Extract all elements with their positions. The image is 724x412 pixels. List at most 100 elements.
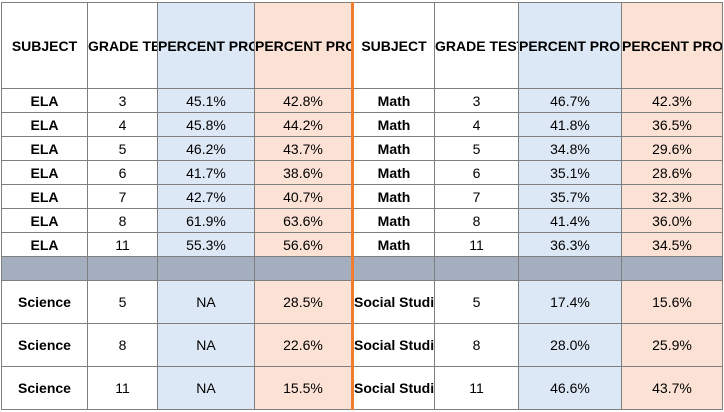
header-pct-2020-21-right: PERCENT PROFICIENT OR ABOVE 2020-21 — [621, 2, 723, 89]
pct-2020-21-left-cell: 44.2% — [254, 112, 354, 137]
pct-2020-21-right-cell: 29.6% — [621, 136, 723, 161]
grade-right-cell: 4 — [434, 112, 519, 137]
subject-left-cell: ELA — [1, 112, 88, 137]
pct-2018-19-right-cell: 17.4% — [518, 280, 622, 324]
header-grade-left: GRADE TESTED — [87, 2, 158, 89]
grade-left-cell: 3 — [87, 88, 158, 113]
grade-left-cell: 5 — [87, 136, 158, 161]
subject-left-cell: Science — [1, 366, 88, 410]
subject-right-cell: Math — [352, 232, 435, 257]
subject-right-cell: Math — [352, 160, 435, 185]
subject-left-cell: ELA — [1, 208, 88, 233]
subject-right-cell: Social Studies — [352, 366, 435, 410]
grade-right-cell: 6 — [434, 160, 519, 185]
pct-2018-19-right-cell: 41.4% — [518, 208, 622, 233]
subject-right-cell: Math — [352, 88, 435, 113]
pct-2018-19-left-cell: NA — [157, 366, 255, 410]
separator-cell — [1, 256, 88, 281]
pct-2020-21-right-cell: 36.0% — [621, 208, 723, 233]
pct-2020-21-right-cell: 25.9% — [621, 323, 723, 367]
grade-left-cell: 4 — [87, 112, 158, 137]
pct-2020-21-left-cell: 38.6% — [254, 160, 354, 185]
separator-cell — [87, 256, 158, 281]
pct-2020-21-left-cell: 40.7% — [254, 184, 354, 209]
pct-2020-21-left-cell: 22.6% — [254, 323, 354, 367]
pct-2018-19-right-cell: 46.6% — [518, 366, 622, 410]
pct-2018-19-right-cell: 41.8% — [518, 112, 622, 137]
pct-2018-19-right-cell: 28.0% — [518, 323, 622, 367]
grade-right-cell: 3 — [434, 88, 519, 113]
pct-2018-19-left-cell: 55.3% — [157, 232, 255, 257]
pct-2018-19-left-cell: 61.9% — [157, 208, 255, 233]
pct-2018-19-right-cell: 34.8% — [518, 136, 622, 161]
table-row: ELA 4 45.8% 44.2% Math 4 41.8% 36.5% — [1, 112, 723, 137]
grade-left-cell: 7 — [87, 184, 158, 209]
separator-cell — [434, 256, 519, 281]
grade-left-cell: 11 — [87, 232, 158, 257]
separator-cell — [621, 256, 723, 281]
pct-2018-19-right-cell: 35.7% — [518, 184, 622, 209]
grade-right-cell: 11 — [434, 366, 519, 410]
pct-2020-21-right-cell: 15.6% — [621, 280, 723, 324]
pct-2018-19-left-cell: 45.8% — [157, 112, 255, 137]
grade-right-cell: 8 — [434, 323, 519, 367]
pct-2020-21-left-cell: 56.6% — [254, 232, 354, 257]
pct-2020-21-right-cell: 36.5% — [621, 112, 723, 137]
pct-2018-19-left-cell: 45.1% — [157, 88, 255, 113]
subject-left-cell: ELA — [1, 232, 88, 257]
separator-row — [1, 256, 723, 281]
pct-2020-21-right-cell: 34.5% — [621, 232, 723, 257]
pct-2020-21-right-cell: 42.3% — [621, 88, 723, 113]
header-grade-right: GRADE TESTED — [434, 2, 519, 89]
pct-2020-21-left-cell: 43.7% — [254, 136, 354, 161]
table-row: ELA 11 55.3% 56.6% Math 11 36.3% 34.5% — [1, 232, 723, 257]
subject-right-cell: Social Studies — [352, 280, 435, 324]
separator-cell — [157, 256, 255, 281]
grade-left-cell: 6 — [87, 160, 158, 185]
pct-2020-21-left-cell: 42.8% — [254, 88, 354, 113]
grade-right-cell: 5 — [434, 280, 519, 324]
pct-2018-19-left-cell: NA — [157, 280, 255, 324]
grade-right-cell: 11 — [434, 232, 519, 257]
pct-2018-19-left-cell: 46.2% — [157, 136, 255, 161]
pct-2018-19-left-cell: 41.7% — [157, 160, 255, 185]
pct-2020-21-right-cell: 32.3% — [621, 184, 723, 209]
pct-2018-19-left-cell: NA — [157, 323, 255, 367]
pct-2018-19-right-cell: 46.7% — [518, 88, 622, 113]
subject-left-cell: ELA — [1, 160, 88, 185]
pct-2018-19-right-cell: 36.3% — [518, 232, 622, 257]
pct-2020-21-right-cell: 43.7% — [621, 366, 723, 410]
subject-right-cell: Math — [352, 208, 435, 233]
pct-2020-21-right-cell: 28.6% — [621, 160, 723, 185]
subject-left-cell: Science — [1, 280, 88, 324]
separator-cell — [254, 256, 354, 281]
subject-left-cell: ELA — [1, 184, 88, 209]
subject-right-cell: Math — [352, 184, 435, 209]
subject-right-cell: Math — [352, 136, 435, 161]
subject-left-cell: ELA — [1, 136, 88, 161]
pct-2020-21-left-cell: 63.6% — [254, 208, 354, 233]
grade-right-cell: 7 — [434, 184, 519, 209]
grade-left-cell: 11 — [87, 366, 158, 410]
header-pct-2018-19-left: PERCENT PROFICIENT OR ABOVE 2018-19 — [157, 2, 255, 89]
header-subject-left: SUBJECT — [1, 2, 88, 89]
table-row: ELA 6 41.7% 38.6% Math 6 35.1% 28.6% — [1, 160, 723, 185]
subject-right-cell: Math — [352, 112, 435, 137]
pct-2018-19-left-cell: 42.7% — [157, 184, 255, 209]
header-pct-2018-19-right: PERCENT PROFICIENT OR ABOVE 2018-19 — [518, 2, 622, 89]
subject-left-cell: ELA — [1, 88, 88, 113]
grade-right-cell: 8 — [434, 208, 519, 233]
subject-left-cell: Science — [1, 323, 88, 367]
pct-2018-19-right-cell: 35.1% — [518, 160, 622, 185]
header-row: SUBJECT GRADE TESTED PERCENT PROFICIENT … — [1, 2, 723, 89]
grade-left-cell: 8 — [87, 323, 158, 367]
header-pct-2020-21-left: PERCENT PROFICIENT OR ABOVE 2020-21 — [254, 2, 354, 89]
table-row: ELA 7 42.7% 40.7% Math 7 35.7% 32.3% — [1, 184, 723, 209]
table-row: ELA 3 45.1% 42.8% Math 3 46.7% 42.3% — [1, 88, 723, 113]
separator-cell — [352, 256, 435, 281]
subject-right-cell: Social Studies — [352, 323, 435, 367]
